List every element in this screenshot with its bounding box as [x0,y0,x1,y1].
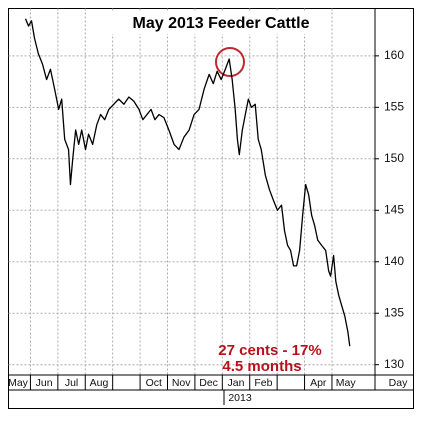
y-tick-label: 150 [384,151,404,165]
chart-title: May 2013 Feeder Cattle [133,15,310,32]
price-line [24,18,351,347]
x-tick-label: Jul [65,377,78,389]
x-axis-label: Day [389,377,408,389]
x-tick-label: Apr [310,377,327,389]
x-tick-label: Nov [172,377,191,389]
y-tick-label: 160 [384,48,404,62]
annotation: 4.5 months [222,358,301,375]
y-tick-label: 145 [384,202,404,216]
x-tick-label: May [336,377,357,389]
y-tick-label: 140 [384,254,404,268]
year-label: 2013 [228,392,252,404]
annotation: 27 cents - 17% [218,342,321,359]
x-tick-label: Feb [254,377,272,389]
frame [8,8,414,409]
y-tick-label: 130 [384,357,404,371]
x-tick-label: Oct [146,377,162,389]
x-tick-label: Aug [90,377,109,389]
y-tick-label: 155 [384,100,404,114]
x-tick-label: Jun [36,377,53,389]
x-tick-label: Jan [228,377,245,389]
highlight-circle [215,47,245,77]
title-bg [112,12,330,34]
x-tick-label: Dec [199,377,218,389]
grid [8,8,375,375]
y-tick-label: 135 [384,305,404,319]
x-tick-label: May [8,377,29,389]
